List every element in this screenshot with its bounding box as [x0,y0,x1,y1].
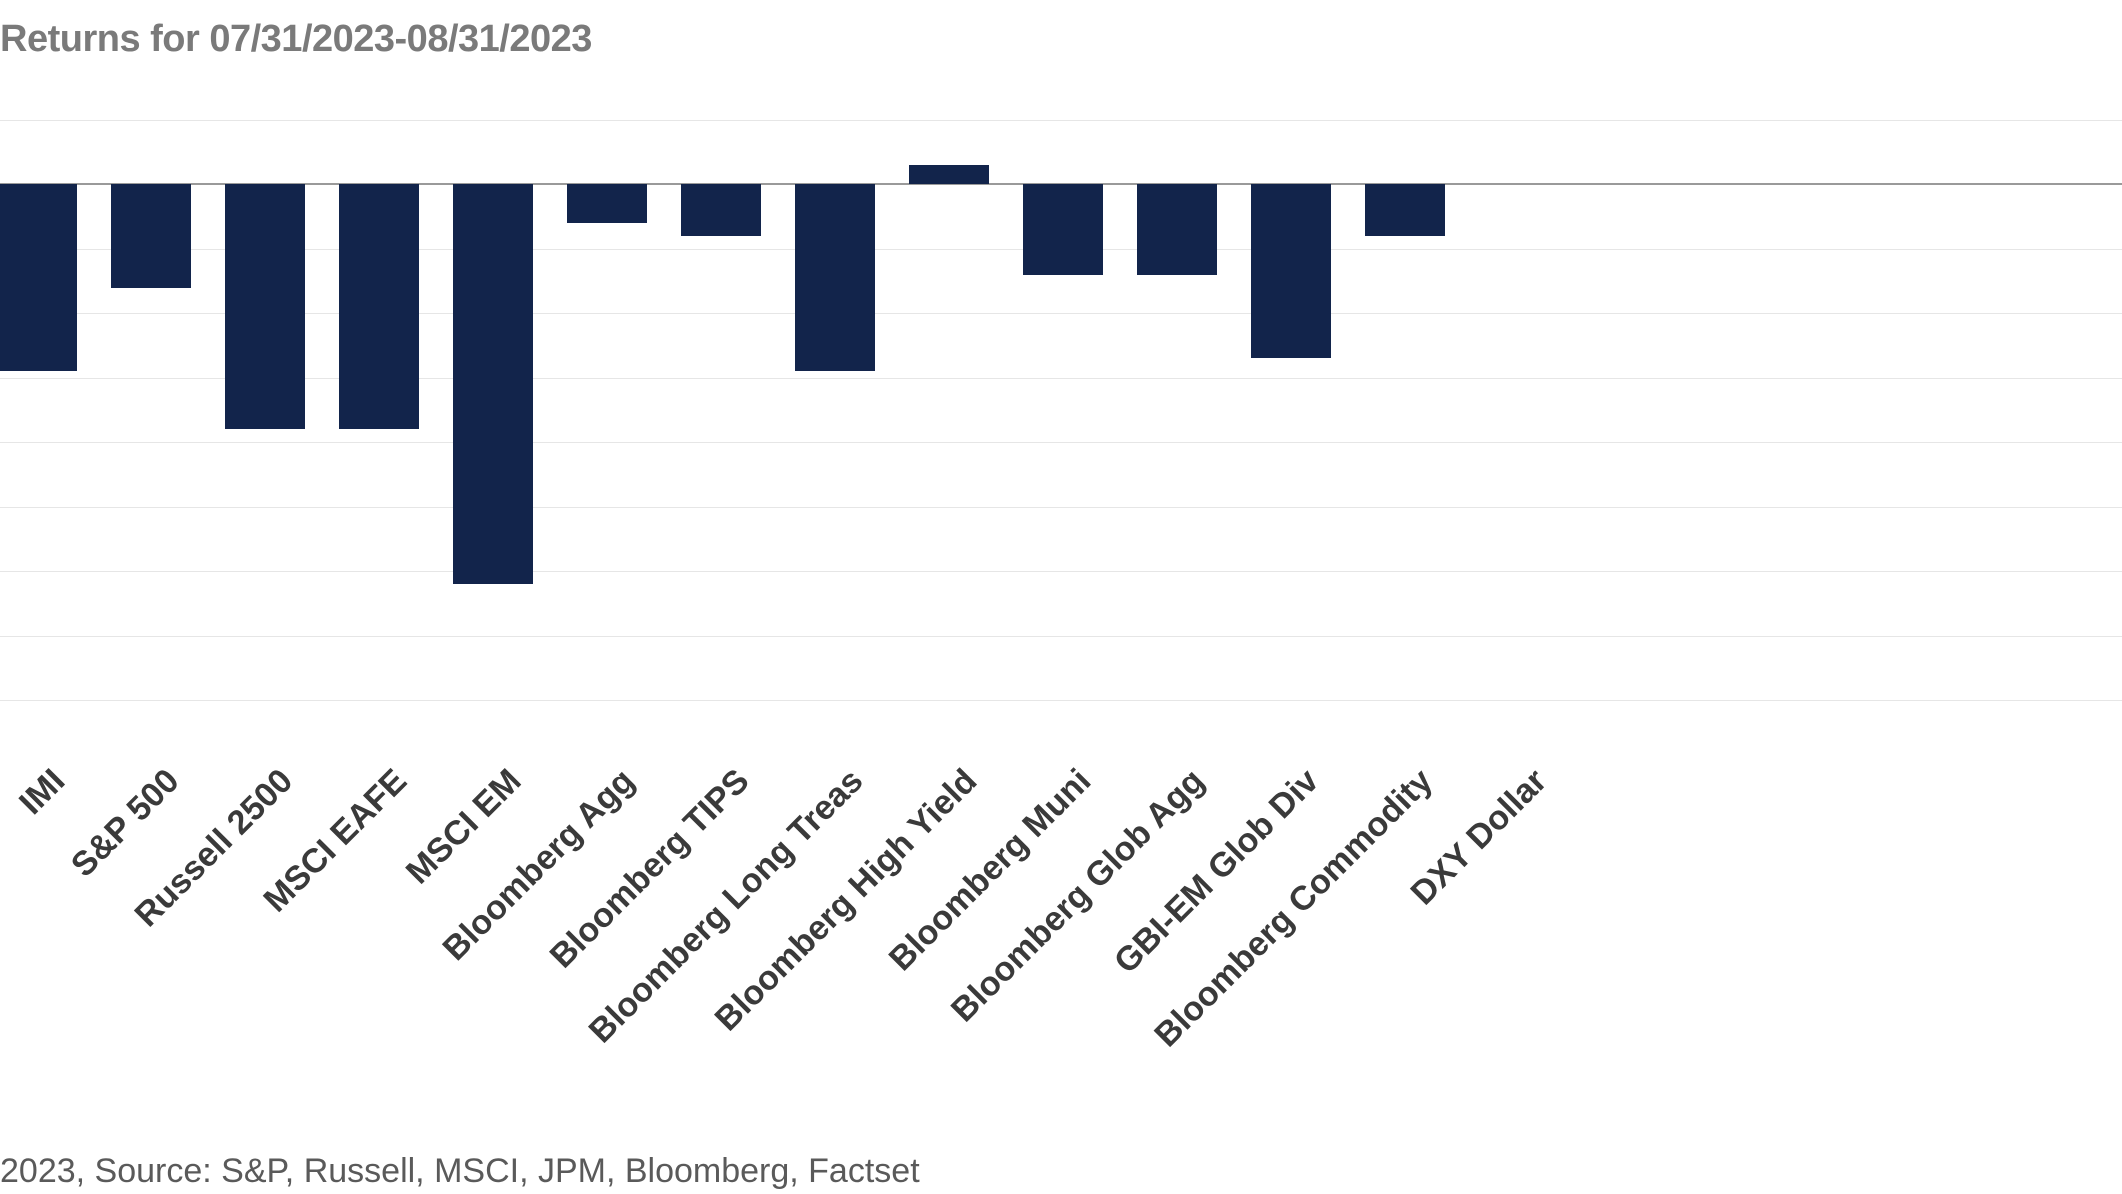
x-label-bloomberg-agg: Bloomberg Agg [436,762,643,969]
bar-bloomberg-glob-agg [1137,184,1217,274]
bar-bloomberg-tips [681,184,761,236]
bar-gbi-em-glob-div [1251,184,1331,358]
bar-bloomberg-high-yield [909,165,989,184]
gridline [0,700,2122,701]
bar-msci-em [453,184,533,584]
bar-imi [0,184,77,371]
x-label-bloomberg-muni: Bloomberg Muni [882,762,1099,979]
x-axis-labels: IMIS&P 500Russell 2500MSCI EAFEMSCI EMBl… [0,720,2122,1170]
x-label-gbi-em-glob-div: GBI-EM Glob Div [1107,762,1327,982]
bar-bloomberg-muni [1023,184,1103,274]
gridline [0,507,2122,508]
chart-title: Returns for 07/31/2023-08/31/2023 [0,18,592,61]
gridline [0,636,2122,637]
bar-bloomberg-commodity [1365,184,1445,236]
gridline [0,313,2122,314]
bar-s-p-500 [111,184,191,287]
bar-russell-2500 [225,184,305,429]
gridline [0,442,2122,443]
bar-bloomberg-long-treas [795,184,875,371]
gridline [0,571,2122,572]
returns-bar-chart [0,120,2122,700]
gridline [0,120,2122,121]
bar-msci-eafe [339,184,419,429]
gridline [0,378,2122,379]
bar-bloomberg-agg [567,184,647,223]
source-footnote: 2023, Source: S&P, Russell, MSCI, JPM, B… [0,1152,920,1191]
x-label-imi: IMI [12,762,73,823]
x-label-bloomberg-tips: Bloomberg TIPS [542,762,757,977]
